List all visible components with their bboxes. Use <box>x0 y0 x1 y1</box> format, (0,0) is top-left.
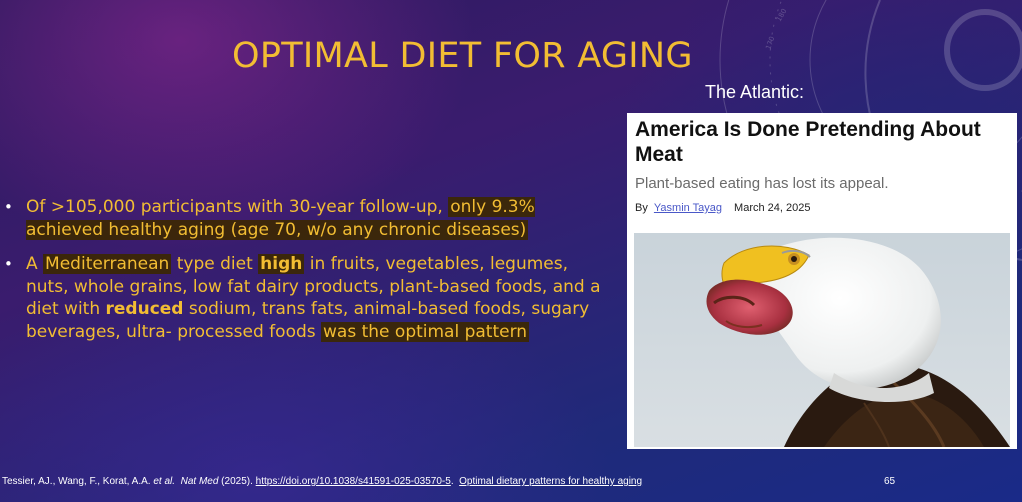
citation: Tessier, AJ., Wang, F., Korat, A.A. et a… <box>2 476 643 487</box>
bullet-list: • Of >105,000 participants with 30-year … <box>0 196 612 355</box>
bullet-dot-icon: • <box>4 255 13 273</box>
bullet-2-highlight: was the optimal pattern <box>321 321 530 342</box>
bald-eagle-with-meat-photo <box>634 233 1010 447</box>
bullet-mediterranean: • A Mediterranean type diet high in frui… <box>0 253 612 343</box>
citation-etal: et al. <box>153 476 176 487</box>
citation-journal: Nat Med <box>180 476 219 487</box>
citation-year: (2025). <box>218 476 256 487</box>
bullet-2-pre: A <box>26 254 44 274</box>
slide-title: OPTIMAL DIET FOR AGING <box>232 36 693 76</box>
bullet-2-bold-high: high <box>258 254 305 274</box>
bullet-1-text: Of >105,000 participants with 30-year fo… <box>26 197 449 217</box>
bullet-2-hl-word: Mediterranean <box>43 254 172 274</box>
article-screenshot: America Is Done Pretending About Meat Pl… <box>627 113 1017 449</box>
article-date: March 24, 2025 <box>734 202 811 214</box>
doi-link[interactable]: https://doi.org/10.1038/s41591-025-03570… <box>255 476 451 487</box>
article-title-link[interactable]: Optimal dietary patterns for healthy agi… <box>459 476 643 487</box>
bullet-participants: • Of >105,000 participants with 30-year … <box>0 196 612 241</box>
page-number: 65 <box>884 476 896 487</box>
source-label: The Atlantic: <box>705 82 805 102</box>
svg-text:180: 180 <box>775 7 789 23</box>
bullet-2-text3: sodium, trans fats, animal-based foods, … <box>26 299 590 342</box>
svg-text:170: 170 <box>764 35 776 50</box>
article-headline: America Is Done Pretending About Meat <box>635 118 981 166</box>
article-subheadline: Plant-based eating has lost its appeal. <box>635 175 889 192</box>
bullet-2-text1: type diet <box>171 254 259 274</box>
bullet-2-text2: in fruits, vegetables, legumes, nuts, wh… <box>26 254 601 319</box>
article-byline: By Yasmin Tayag March 24, 2025 <box>635 202 810 214</box>
bullet-2-bold-reduced: reduced <box>105 299 184 319</box>
citation-authors: Tessier, AJ., Wang, F., Korat, A.A. <box>2 476 154 487</box>
byline-by: By <box>635 202 648 214</box>
bullet-dot-icon: • <box>4 198 13 216</box>
author-link[interactable]: Yasmin Tayag <box>653 202 722 214</box>
